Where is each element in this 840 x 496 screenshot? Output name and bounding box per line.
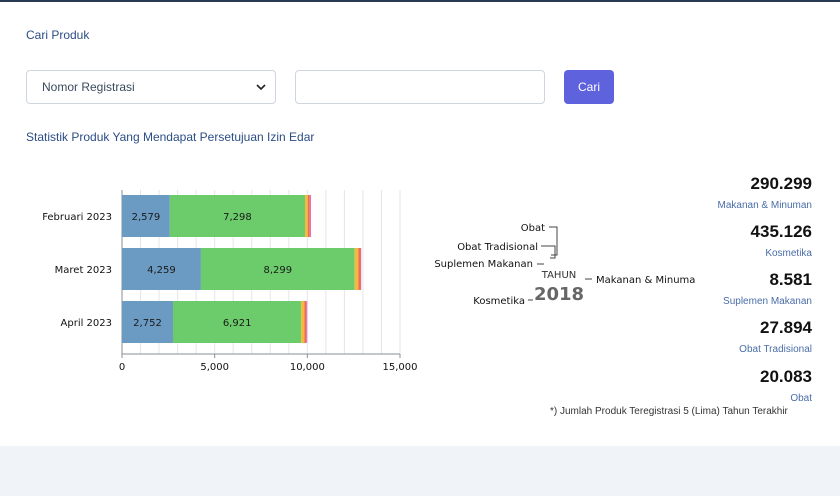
stat-value: 8.581 [769, 270, 812, 289]
search-button[interactable]: Cari [564, 70, 614, 104]
stat-value: 27.894 [760, 318, 812, 337]
bar-data-label: 7,298 [223, 212, 252, 223]
category-label: Maret 2023 [55, 265, 112, 276]
search-card: Cari Produk Nomor Registrasi Cari Statis… [0, 2, 840, 446]
bar-segment[interactable] [173, 301, 302, 343]
category-label: Februari 2023 [42, 212, 112, 223]
bar-data-label: 2,579 [132, 212, 161, 223]
search-type-select[interactable]: Nomor Registrasi [26, 70, 276, 104]
pie-leader-line [549, 226, 558, 256]
stat-label: Obat Tradisional [739, 344, 812, 355]
x-tick-label: 15,000 [383, 362, 418, 373]
pie-label: Obat [521, 223, 545, 234]
bar-data-label: 6,921 [223, 318, 252, 329]
bar-segment[interactable] [305, 195, 308, 237]
pie-label: Obat Tradisional [457, 242, 538, 253]
pie-label: Kosmetika [473, 296, 525, 307]
top-border [0, 0, 840, 2]
bar-data-label: 4,259 [147, 265, 176, 276]
x-tick-label: 10,000 [290, 362, 325, 373]
bar-segment[interactable] [301, 301, 305, 343]
stat-item: 435.126 Kosmetika [751, 222, 812, 259]
search-input[interactable] [295, 70, 545, 104]
bar-segment[interactable] [122, 301, 174, 343]
category-label: April 2023 [61, 318, 112, 329]
card-title: Cari Produk [26, 28, 90, 42]
bar-segment[interactable] [307, 195, 310, 237]
x-tick-label: 5,000 [200, 362, 229, 373]
stat-value: 435.126 [750, 222, 812, 241]
stat-item: 20.083 Obat [760, 367, 812, 404]
bar-segment[interactable] [306, 301, 308, 343]
x-tick-label: 0 [119, 362, 125, 373]
bar-segment[interactable] [200, 248, 355, 290]
pie-center-value: 2018 [534, 284, 584, 305]
stat-value: 20.083 [760, 367, 812, 386]
bar-segment[interactable] [358, 248, 361, 290]
stat-item: 8.581 Suplemen Makanan [723, 270, 812, 307]
stat-label: Obat [790, 393, 812, 404]
bar-segment[interactable] [360, 248, 362, 290]
pie-label: Makanan & Minuma [596, 275, 695, 286]
bar-chart: 0 5,000 10,000 15,000 Februari 2023 2,579 7,29… [42, 190, 418, 373]
pie-leader-line [541, 245, 556, 259]
search-type-value: Nomor Registrasi [42, 80, 135, 94]
stat-label: Makanan & Minuman [717, 200, 813, 211]
bar-data-label: 8,299 [264, 265, 293, 276]
pie-label: Suplemen Makanan [434, 259, 533, 270]
pie-center-title: TAHUN [541, 270, 577, 281]
bar-segment[interactable] [354, 248, 359, 290]
bar-data-label: 2,752 [133, 318, 162, 329]
bar-segment[interactable] [304, 301, 307, 343]
stat-value: 290.299 [750, 174, 812, 193]
bar-segment[interactable] [169, 195, 306, 237]
donut-chart: Obat Obat Tradisional Suplemen Makanan Kosm… [434, 223, 695, 307]
bar-segment[interactable] [122, 248, 201, 290]
stat-item: 27.894 Obat Tradisional [739, 318, 812, 355]
stat-label: Suplemen Makanan [723, 296, 812, 307]
footnote: *) Jumlah Produk Teregistrasi 5 (Lima) T… [550, 406, 788, 417]
stats-title: Statistik Produk Yang Mendapat Persetuju… [26, 130, 315, 144]
bar-segment[interactable] [309, 195, 311, 237]
stat-label: Kosmetika [765, 248, 812, 259]
bar-segment[interactable] [122, 195, 170, 237]
chevron-down-icon [256, 84, 266, 91]
stat-item: 290.299 Makanan & Minuman [718, 174, 813, 211]
